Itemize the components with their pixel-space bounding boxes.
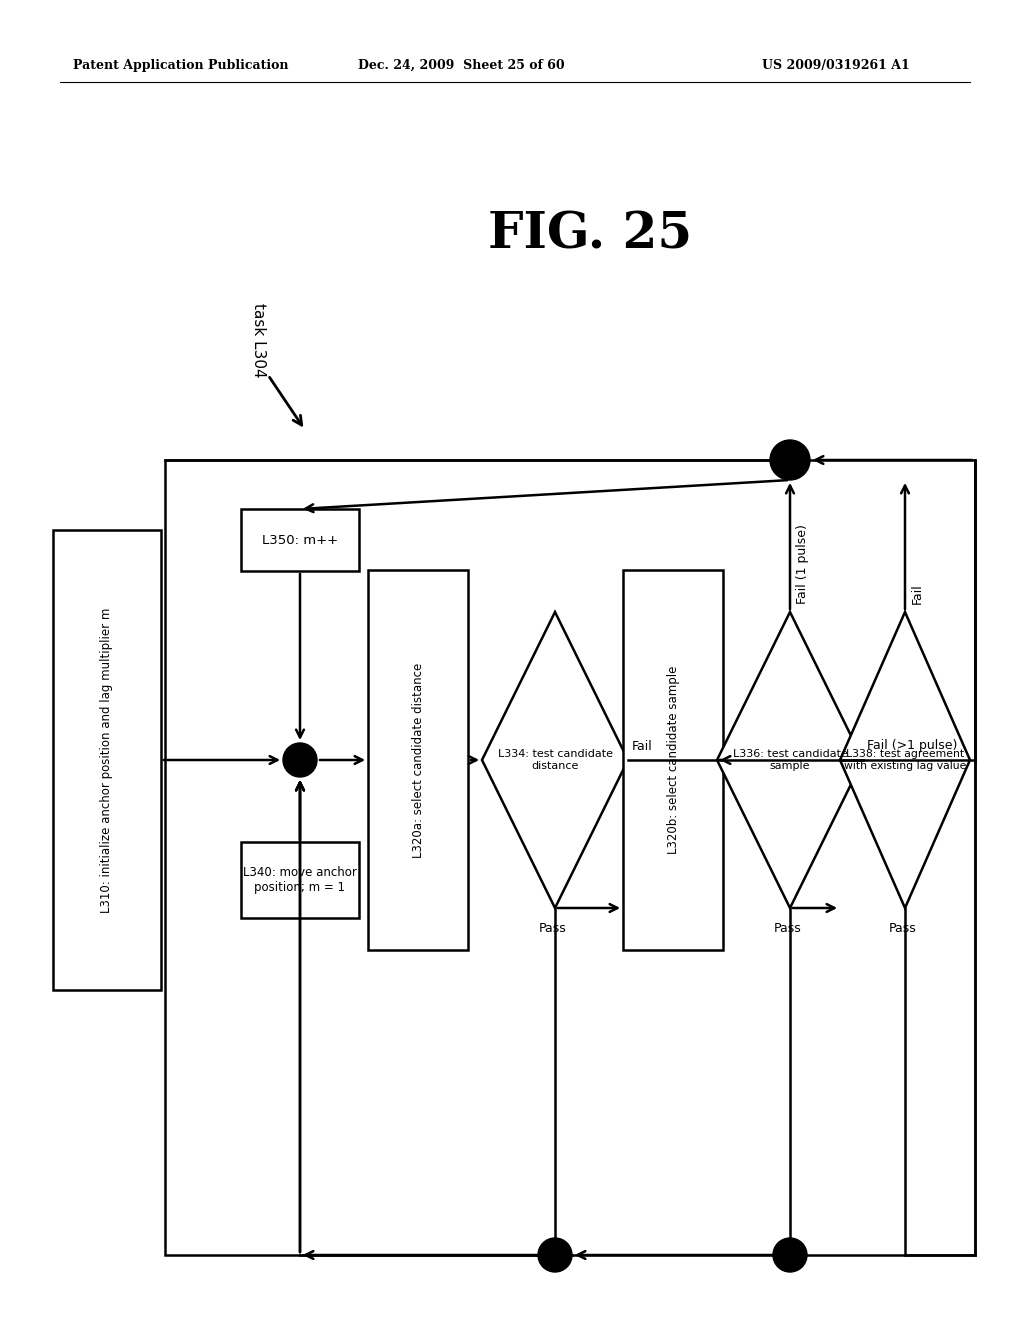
Bar xyxy=(165,459,975,1255)
Text: Fail (>1 pulse): Fail (>1 pulse) xyxy=(867,739,957,752)
Bar xyxy=(623,570,723,950)
Text: L334: test candidate
distance: L334: test candidate distance xyxy=(498,750,612,771)
Text: L320a: select candidate distance: L320a: select candidate distance xyxy=(412,663,425,858)
Bar xyxy=(241,842,359,917)
Text: L350: m++: L350: m++ xyxy=(262,533,338,546)
Polygon shape xyxy=(482,612,628,908)
Text: Patent Application Publication: Patent Application Publication xyxy=(73,58,289,71)
Text: L310: initialize anchor position and lag multiplier m: L310: initialize anchor position and lag… xyxy=(100,607,114,912)
Polygon shape xyxy=(717,612,863,908)
Text: L338: test agreement
with existing lag value: L338: test agreement with existing lag v… xyxy=(844,750,967,771)
Text: L340: move anchor
position; m = 1: L340: move anchor position; m = 1 xyxy=(243,866,357,894)
Text: Fail: Fail xyxy=(911,583,924,605)
Text: L336: test candidate
sample: L336: test candidate sample xyxy=(732,750,848,771)
Bar xyxy=(241,510,359,572)
Text: Pass: Pass xyxy=(774,921,802,935)
Text: Fail (1 pulse): Fail (1 pulse) xyxy=(796,524,809,605)
Text: Fail: Fail xyxy=(632,739,652,752)
Text: task L304: task L304 xyxy=(251,302,265,378)
Text: Dec. 24, 2009  Sheet 25 of 60: Dec. 24, 2009 Sheet 25 of 60 xyxy=(358,58,564,71)
Text: US 2009/0319261 A1: US 2009/0319261 A1 xyxy=(762,58,909,71)
Text: Pass: Pass xyxy=(539,921,567,935)
Text: L320b: select candidate sample: L320b: select candidate sample xyxy=(667,665,680,854)
Text: Pass: Pass xyxy=(889,921,916,935)
Text: FIG. 25: FIG. 25 xyxy=(488,210,692,260)
Polygon shape xyxy=(840,612,970,908)
Circle shape xyxy=(283,743,317,777)
Circle shape xyxy=(773,1238,807,1272)
Bar xyxy=(53,531,161,990)
Circle shape xyxy=(538,1238,572,1272)
Bar xyxy=(368,570,468,950)
Circle shape xyxy=(770,440,810,480)
